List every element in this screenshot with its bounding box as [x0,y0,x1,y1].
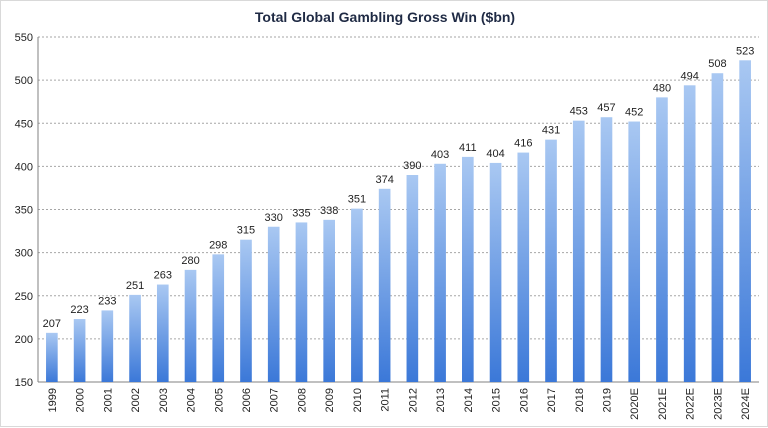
data-label: 416 [514,138,532,150]
data-label: 374 [375,174,393,186]
x-tick-label: 2017 [546,388,558,412]
bar-2009 [323,219,335,382]
y-tick-label: 350 [15,205,33,217]
data-label: 263 [154,270,172,282]
x-tick-label: 2018 [574,388,586,412]
x-tick-label: 2019 [601,388,613,412]
x-tick-label: 2022E [685,388,697,420]
bar-2012 [406,175,419,382]
data-label: 390 [403,160,421,172]
data-label: 404 [486,148,504,160]
x-tick-label: 2011 [380,388,392,412]
bar-2002 [129,294,141,382]
data-label: 330 [265,212,283,224]
x-tick-label: 2004 [186,388,198,412]
bar-2016 [517,152,530,382]
data-label: 411 [459,142,477,154]
bar-2003 [156,284,169,382]
bar-2013 [434,163,446,382]
bar-2000 [73,319,86,382]
data-label: 315 [237,225,255,237]
bar-2010 [351,208,363,382]
x-tick-label: 2015 [491,388,503,412]
y-tick-label: 300 [15,248,33,260]
x-tick-label: 2002 [130,388,142,412]
bar-2011 [378,188,391,382]
x-tick-label: 2013 [435,388,447,412]
bar-2017 [545,139,557,382]
y-tick-label: 550 [15,32,33,44]
data-label: 251 [126,280,144,292]
bar-2018 [572,120,585,382]
x-tick-label: 2009 [324,388,336,412]
bar-2008 [295,222,308,382]
y-tick-label: 150 [15,377,33,389]
x-tick-label: 2007 [269,388,281,412]
data-label: 431 [542,125,560,137]
chart-title: Total Global Gambling Gross Win ($bn) [255,9,515,25]
x-tick-label: 2006 [241,388,253,412]
data-label: 480 [653,82,671,94]
data-label: 223 [70,304,88,316]
x-tick-label: 2014 [463,388,475,412]
data-label: 508 [708,58,726,70]
x-tick-label: 2008 [296,388,308,412]
gridlines [37,36,759,383]
data-label: 335 [292,207,310,219]
y-tick-label: 400 [15,161,33,173]
x-tick-label: 2012 [407,388,419,412]
bar-2019 [600,117,613,383]
data-label: 452 [625,107,643,119]
x-tick-label: 2000 [75,388,87,412]
bar-1999 [46,332,58,382]
y-tick-label: 200 [15,334,33,346]
x-tick-label: 2010 [352,388,364,412]
bar-2015 [489,162,502,382]
x-tick-label: 2020E [629,388,641,420]
x-tick-label: 2001 [102,388,114,412]
bar-2023E [711,73,724,382]
y-tick-label: 450 [15,118,33,130]
x-axis-ticks: 1999 2000 2001 2002 2003 2004 2005 2006 2007 2008… [47,388,752,420]
data-label: 338 [320,205,338,217]
bar-2004 [184,269,197,382]
x-tick-label: 2021E [657,388,669,420]
x-tick-label: 2023E [712,388,724,420]
data-label: 457 [597,102,615,114]
data-label: 351 [348,194,366,206]
data-label: 233 [98,295,116,307]
x-tick-label: 2003 [158,388,170,412]
data-label: 403 [431,149,449,161]
y-axis-ticks: 150 200 250 300 350 400 450 500 550 [15,32,33,389]
data-label: 453 [570,106,588,118]
bar-2022E [683,85,696,383]
x-tick-label: 1999 [47,388,59,412]
bars [46,60,751,383]
data-labels: 207 223 233 251 263 280 298 315 330 335 338 351 374 3… [43,45,755,330]
bar-2006 [240,239,252,382]
bar-2020E [628,121,641,383]
data-label: 298 [209,239,227,251]
bar-2014 [462,156,474,382]
bar-2007 [267,226,280,382]
x-tick-label: 2005 [213,388,225,412]
y-tick-label: 500 [15,75,33,87]
data-label: 207 [43,318,61,330]
bar-2021E [656,97,668,382]
x-tick-label: 2016 [518,388,530,412]
bar-2005 [212,254,225,382]
x-tick-label: 2024E [740,388,752,420]
data-label: 494 [680,70,698,82]
bar-2001 [101,310,114,382]
data-label: 523 [736,45,754,57]
y-tick-label: 250 [15,291,33,303]
bar-2024E [739,60,751,382]
data-label: 280 [181,255,199,267]
